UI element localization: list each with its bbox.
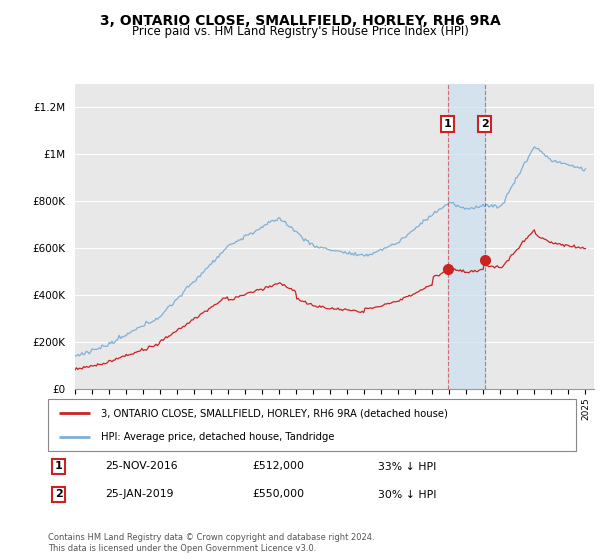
Text: 3, ONTARIO CLOSE, SMALLFIELD, HORLEY, RH6 9RA: 3, ONTARIO CLOSE, SMALLFIELD, HORLEY, RH… (100, 14, 500, 28)
Text: 2: 2 (55, 489, 62, 500)
Text: Contains HM Land Registry data © Crown copyright and database right 2024.
This d: Contains HM Land Registry data © Crown c… (48, 533, 374, 553)
Text: 1: 1 (55, 461, 62, 472)
Text: 2: 2 (481, 119, 488, 129)
Text: Price paid vs. HM Land Registry's House Price Index (HPI): Price paid vs. HM Land Registry's House … (131, 25, 469, 38)
Text: £512,000: £512,000 (252, 461, 304, 472)
Text: HPI: Average price, detached house, Tandridge: HPI: Average price, detached house, Tand… (101, 432, 334, 442)
Text: 25-JAN-2019: 25-JAN-2019 (105, 489, 173, 500)
Text: 30% ↓ HPI: 30% ↓ HPI (378, 489, 437, 500)
Bar (448, 84, 485, 389)
Text: 25-NOV-2016: 25-NOV-2016 (105, 461, 178, 472)
Text: 33% ↓ HPI: 33% ↓ HPI (378, 461, 436, 472)
Text: £550,000: £550,000 (252, 489, 304, 500)
Text: 1: 1 (444, 119, 452, 129)
Text: 3, ONTARIO CLOSE, SMALLFIELD, HORLEY, RH6 9RA (detached house): 3, ONTARIO CLOSE, SMALLFIELD, HORLEY, RH… (101, 408, 448, 418)
